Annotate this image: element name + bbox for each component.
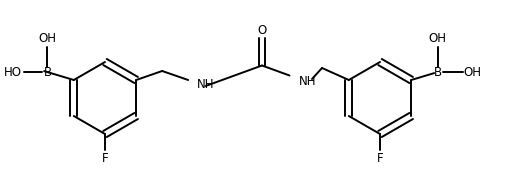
Text: OH: OH xyxy=(464,66,482,79)
Text: NH: NH xyxy=(299,75,316,88)
Text: OH: OH xyxy=(38,32,57,45)
Text: F: F xyxy=(102,152,108,165)
Text: B: B xyxy=(433,66,442,79)
Text: HO: HO xyxy=(4,66,21,79)
Text: O: O xyxy=(257,25,267,38)
Text: B: B xyxy=(43,66,51,79)
Text: F: F xyxy=(377,152,384,165)
Text: OH: OH xyxy=(429,32,446,45)
Text: NH: NH xyxy=(197,77,215,91)
